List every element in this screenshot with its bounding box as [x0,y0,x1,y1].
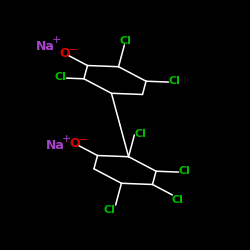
Text: O: O [60,47,70,60]
Text: Cl: Cl [104,205,115,215]
Text: +: + [62,134,71,144]
Text: O: O [70,137,80,150]
Text: −: − [79,134,88,144]
Text: Cl: Cl [179,166,191,176]
Text: −: − [69,44,78,54]
Text: Cl: Cl [120,36,132,46]
Text: Cl: Cl [54,72,66,82]
Text: Na: Na [46,138,64,151]
Text: Cl: Cl [169,76,181,86]
Text: Cl: Cl [172,195,183,205]
Text: Cl: Cl [135,129,146,139]
Text: +: + [52,35,61,45]
Text: Na: Na [36,40,54,53]
